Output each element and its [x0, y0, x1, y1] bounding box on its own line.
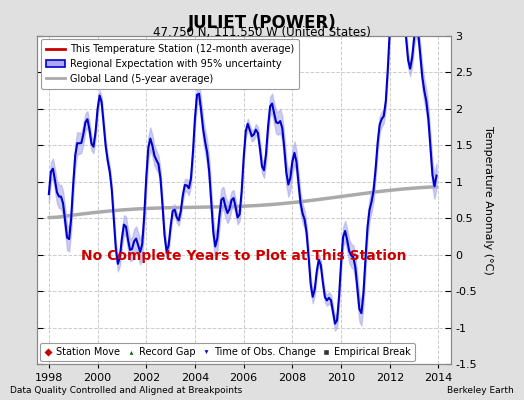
Text: No Complete Years to Plot at This Station: No Complete Years to Plot at This Statio…	[81, 249, 407, 263]
Legend: Station Move, Record Gap, Time of Obs. Change, Empirical Break: Station Move, Record Gap, Time of Obs. C…	[39, 343, 414, 361]
Text: 47.750 N, 111.550 W (United States): 47.750 N, 111.550 W (United States)	[153, 26, 371, 39]
Y-axis label: Temperature Anomaly (°C): Temperature Anomaly (°C)	[483, 126, 493, 274]
Text: JULIET (POWER): JULIET (POWER)	[188, 14, 336, 32]
Text: Berkeley Earth: Berkeley Earth	[447, 386, 514, 395]
Text: Data Quality Controlled and Aligned at Breakpoints: Data Quality Controlled and Aligned at B…	[10, 386, 243, 395]
